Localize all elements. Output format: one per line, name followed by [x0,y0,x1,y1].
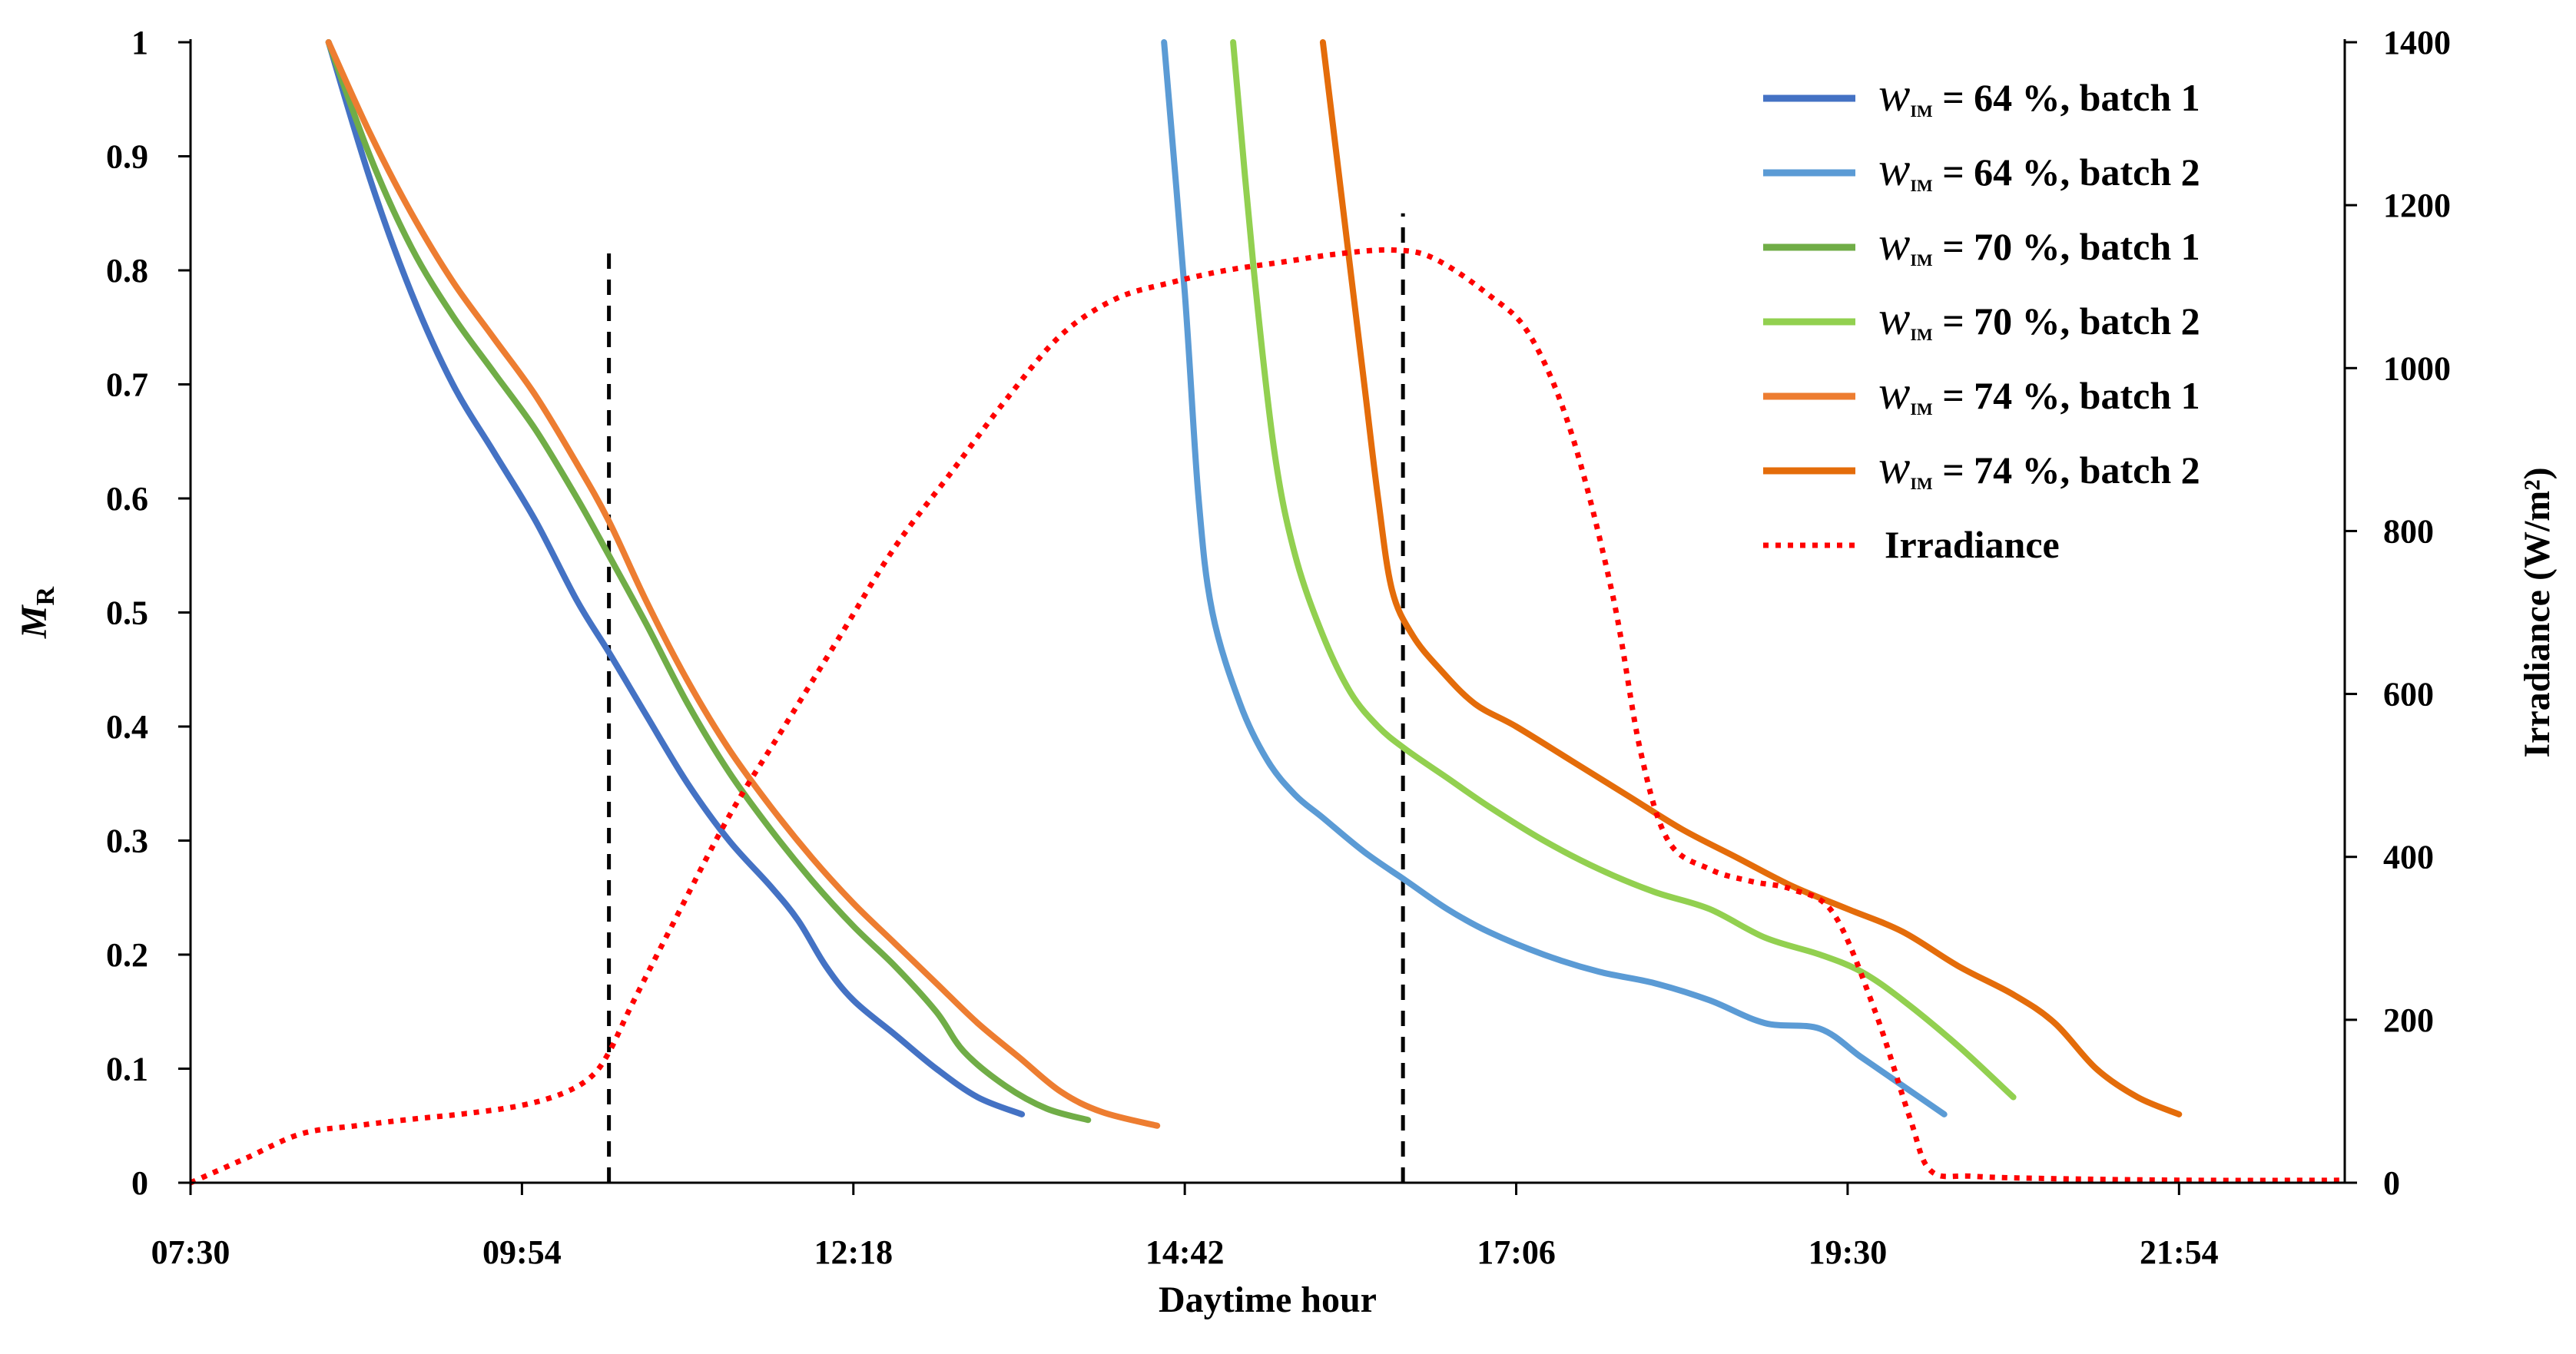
legend-label: wIM = 74 %, batch 1 [1878,367,2200,419]
y-tick-label: 0.3 [106,823,148,860]
legend-label-sub: IM [1910,176,1933,195]
legend-label: wIM = 74 %, batch 2 [1878,442,2200,494]
y-tick-label: 0.7 [106,366,148,404]
y-tick-label: 0.8 [106,252,148,290]
y-tick-label: 0.2 [106,936,148,974]
y-tick-label: 0.9 [106,138,148,176]
y2-tick-label: 1400 [2383,24,2451,61]
y-tick-label: 1 [131,24,148,61]
y2-tick-label: 1200 [2383,187,2451,224]
legend-label: wIM = 70 %, batch 1 [1878,218,2200,270]
y-tick-label: 0.5 [106,594,148,632]
legend-label: wIM = 70 %, batch 2 [1878,293,2200,345]
x-tick-label: 17:06 [1477,1233,1556,1271]
legend-label: wIM = 64 %, batch 1 [1878,69,2200,121]
y-tick-label: 0.4 [106,708,148,746]
legend-label-text: = 64 %, batch 2 [1933,151,2200,194]
legend-label-var: w [1878,69,1910,121]
legend-label: wIM = 64 %, batch 2 [1878,144,2200,196]
y-tick-label: 0.1 [106,1051,148,1088]
y2-tick-label: 800 [2383,512,2434,550]
x-tick-label: 09:54 [482,1233,562,1271]
legend-item: Irradiance [1763,523,2060,566]
legend-label-var: w [1878,367,1910,419]
series-line-w-im-64-batch-1 [325,39,1026,1117]
legend-label-sub: IM [1910,101,1933,121]
legend-label-text: Irradiance [1885,523,2060,566]
legend-label: Irradiance [1885,523,2060,566]
series-line-w-im-74-batch-1 [325,39,1161,1129]
y2-axis-title: Irradiance (W/m²) [2517,467,2558,757]
x-axis-title: Daytime hour [1159,1280,1377,1320]
legend-label-var: w [1878,218,1910,270]
series-line-w-im-74-batch-2 [1319,39,2183,1117]
y2-tick-label: 0 [2383,1164,2400,1202]
legend-item: wIM = 64 %, batch 2 [1763,144,2200,196]
x-tick-label: 14:42 [1145,1233,1225,1271]
series-line-w-im-70-batch-2 [1230,39,2017,1101]
y-axis-title: MR [14,586,60,639]
y2-tick-label: 400 [2383,839,2434,876]
legend-item: wIM = 64 %, batch 1 [1763,69,2200,121]
legend-item: wIM = 70 %, batch 1 [1763,218,2200,270]
y2-tick-label: 600 [2383,676,2434,713]
series-line-w-im-64-batch-2 [1161,39,1948,1117]
legend-label-sub: IM [1910,325,1933,344]
x-tick-label: 19:30 [1809,1233,1888,1271]
legend-label-var: w [1878,293,1910,345]
legend-item: wIM = 74 %, batch 2 [1763,442,2200,494]
y-tick-label: 0 [131,1164,148,1202]
legend-item: wIM = 70 %, batch 2 [1763,293,2200,345]
legend-label-sub: IM [1910,399,1933,419]
x-tick-label: 07:30 [151,1233,230,1271]
x-tick-label: 21:54 [2140,1233,2219,1271]
y2-tick-label: 1000 [2383,349,2451,387]
legend-label-sub: IM [1910,250,1933,270]
legend-label-var: w [1878,442,1910,494]
legend-label-var: w [1878,144,1910,196]
y-axis-title-main: M [14,604,55,639]
y-axis-title-sub: R [31,586,60,605]
series-line-irradiance [189,247,2346,1186]
legend-item: wIM = 74 %, batch 1 [1763,367,2200,419]
x-tick-label: 12:18 [814,1233,893,1271]
legend-label-text: = 70 %, batch 1 [1933,225,2200,268]
series-line-w-im-70-batch-1 [325,39,1092,1124]
legend-label-text: = 74 %, batch 1 [1933,374,2200,417]
legend-label-text: = 70 %, batch 2 [1933,300,2200,343]
y-tick-label: 0.6 [106,480,148,518]
legend-label-text: = 64 %, batch 1 [1933,76,2200,119]
y2-tick-label: 200 [2383,1001,2434,1039]
legend-label-sub: IM [1910,474,1933,493]
legend-label-text: = 74 %, batch 2 [1933,449,2200,492]
